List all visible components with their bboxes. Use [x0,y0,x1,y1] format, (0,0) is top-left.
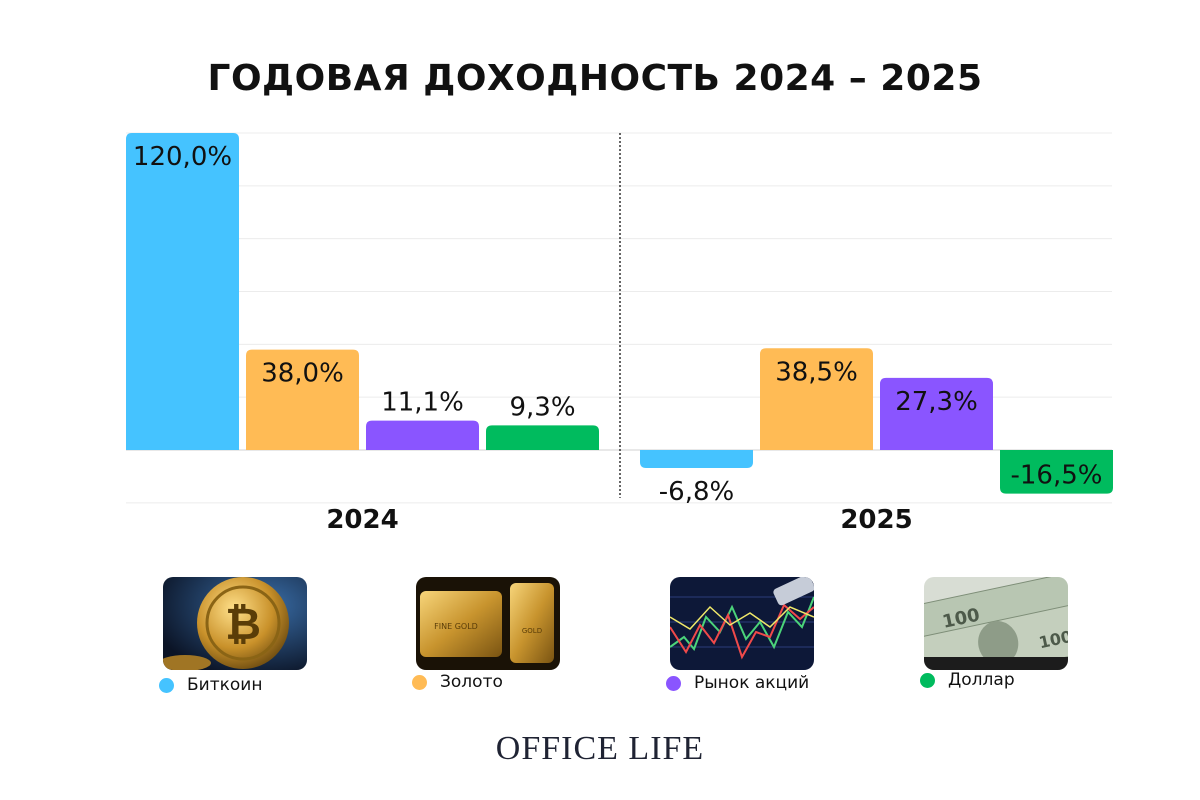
svg-text:FINE GOLD: FINE GOLD [434,622,478,631]
data-label-gold-2024: 38,0% [261,359,344,389]
legend-dot-bitcoin [159,678,174,693]
data-label-gold-2025: 38,5% [775,357,858,387]
svg-text:₿: ₿ [225,599,261,650]
data-label-bitcoin-2024: 120,0% [133,142,232,172]
legend-label-gold: Золото [440,672,503,692]
data-label-stocks-2024: 11,1% [381,388,464,418]
bar-dollar-2025 [1000,450,1113,494]
bar-bitcoin-2024 [126,133,239,450]
bitcoin-photo-icon: ₿ [163,577,307,670]
bar-stocks-2025 [880,377,993,450]
legend-dot-dollar [920,673,935,688]
bar-stocks-2024 [366,420,479,450]
legend-item-dollar: 100 100 Доллар [920,577,1124,697]
legend-label-bitcoin: Биткоин [187,675,263,695]
bar-bitcoin-2025 [640,450,753,468]
legend-label-dollar: Доллар [948,670,1015,690]
data-label-stocks-2025: 27,3% [895,387,978,417]
category-label-2025: 2025 [840,505,912,535]
bar-chart: 120,0% 38,0% 11,1% 9,3% 2024 -6,8% 38,5% 27,3% -… [126,132,1113,535]
bar-dollar-2024 [486,425,599,450]
bar-gold-2024 [246,349,359,450]
legend-item-bitcoin: ₿ Биткоин [159,577,363,697]
bar-gold-2025 [760,348,873,450]
legend-label-stocks: Рынок акций [694,673,810,693]
svg-text:GOLD: GOLD [522,627,542,635]
brand-logo: OFFICE LIFE [495,730,705,767]
data-label-dollar-2024: 9,3% [509,392,575,422]
legend-item-stocks: Рынок акций [666,577,870,697]
gold-bars-photo-icon: FINE GOLD GOLD [416,577,560,670]
legend-dot-gold [412,675,427,690]
data-label-dollar-2025: -16,5% [1011,461,1103,491]
chart-title: ГОДОВАЯ ДОХОДНОСТЬ 2024 – 2025 [207,58,983,99]
stock-chart-photo-icon [670,577,814,670]
dollar-bills-photo-icon: 100 100 [924,577,1068,670]
legend-item-gold: FINE GOLD GOLD Золото [412,577,616,697]
data-label-bitcoin-2025: -6,8% [659,477,734,507]
category-label-2024: 2024 [326,505,398,535]
legend-dot-stocks [666,676,681,691]
